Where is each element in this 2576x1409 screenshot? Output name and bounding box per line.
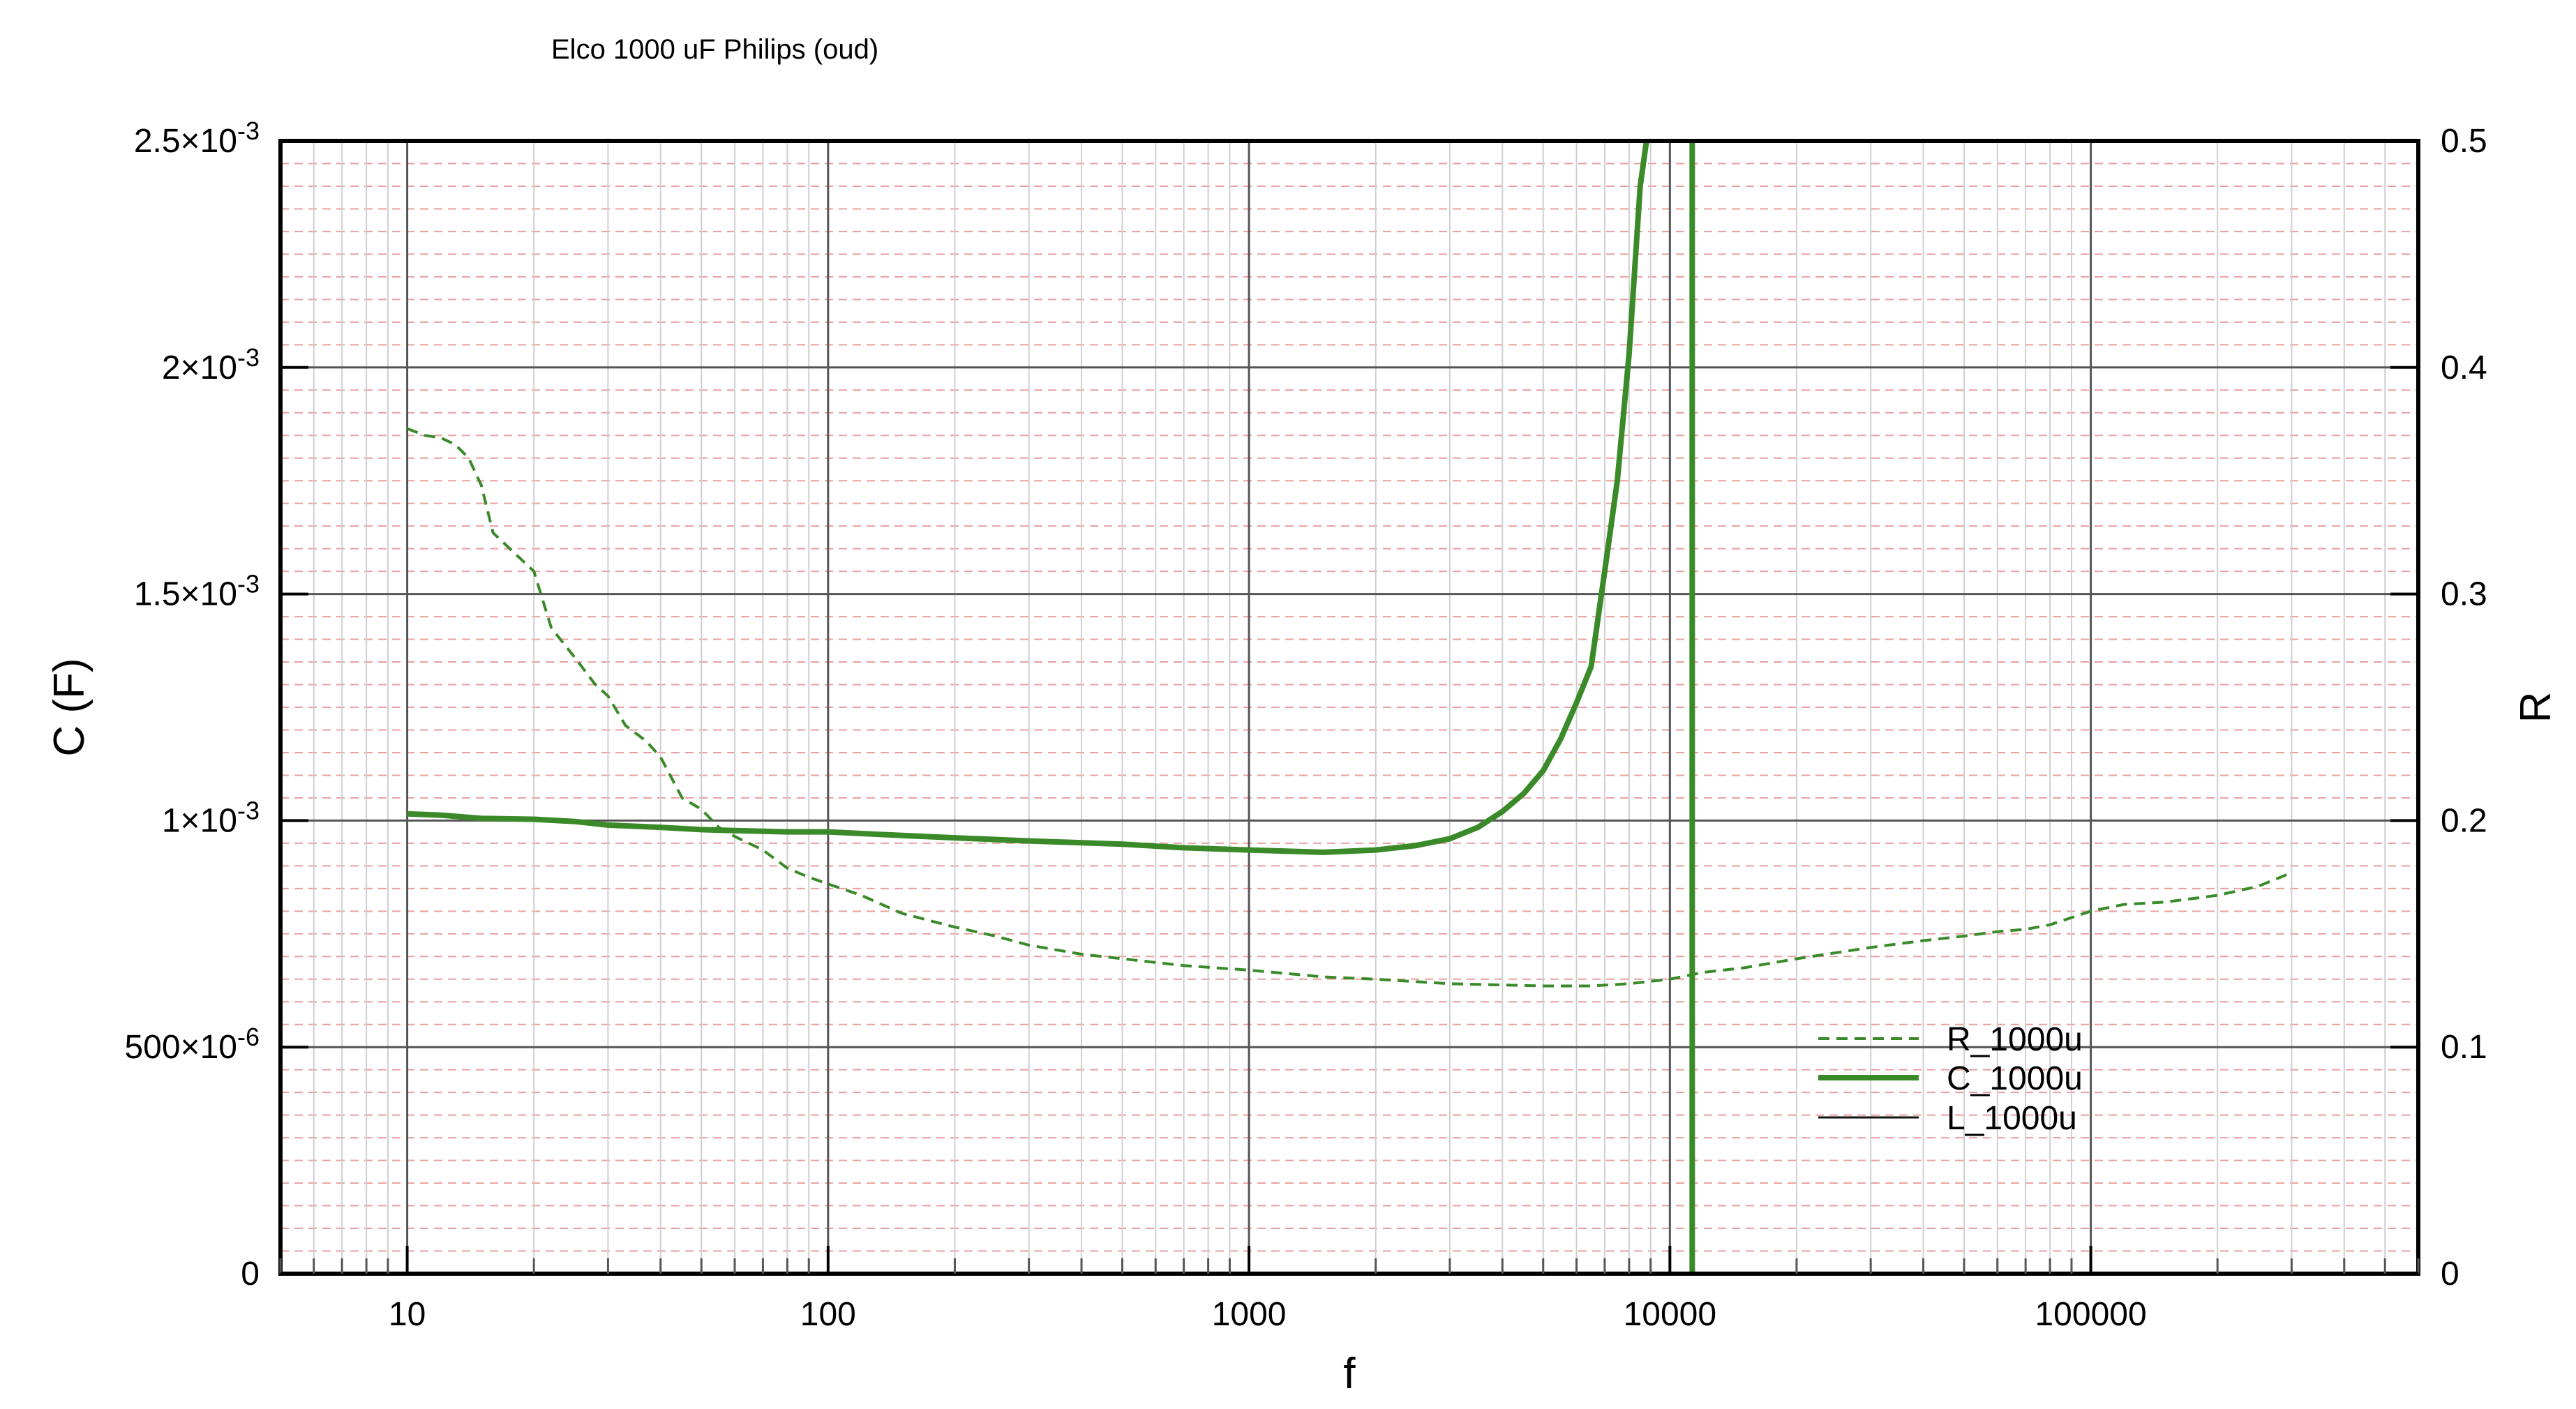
series-line-r-1000u: [406, 427, 2293, 988]
series-layer: [406, 140, 2293, 1274]
legend: R_1000u C_1000u L_1000u: [1818, 1021, 2083, 1137]
y-tick-label: 0: [241, 1256, 260, 1293]
x-axis-label: f: [1343, 1350, 1356, 1398]
legend-label-l: L_1000u: [1947, 1100, 2077, 1137]
x-tick-label: 10: [389, 1296, 426, 1333]
y2-tick-label: 0.5: [2441, 123, 2487, 160]
series-line-c-1000u: [407, 140, 1649, 855]
y-axis-label: C (F): [45, 658, 93, 756]
y-tick-label: 500×10-6: [124, 1023, 260, 1066]
legend-label-r: R_1000u: [1947, 1021, 2083, 1058]
y2-tick-label: 0.1: [2441, 1029, 2487, 1066]
y2-axis-label: R: [2512, 692, 2560, 723]
y2-tick-label: 0: [2441, 1256, 2459, 1293]
y-tick-label: 2.5×10-3: [134, 116, 260, 160]
legend-label-c: C_1000u: [1947, 1060, 2083, 1097]
y2-tick-label: 0.4: [2441, 349, 2487, 386]
x-tick-label: 1000: [1212, 1296, 1287, 1333]
x-tick-label: 100000: [2035, 1296, 2146, 1333]
y-tick-label: 1.5×10-3: [134, 570, 260, 613]
plot-frame: [278, 139, 2420, 1276]
y-tick-label: 2×10-3: [162, 343, 260, 386]
chart-title: Elco 1000 uF Philips (oud): [551, 34, 878, 65]
grid-layer: [280, 141, 2419, 1274]
x-tick-label: 100: [800, 1296, 856, 1333]
y-tick-label: 1×10-3: [162, 796, 260, 839]
ticks-layer: 0 0 500×10-6 0.1 1×10-3 0.2 1.5×10-3 0.3 2×10-3 0…: [124, 116, 2487, 1333]
y2-tick-label: 0.2: [2441, 802, 2487, 839]
y2-tick-label: 0.3: [2441, 576, 2487, 613]
x-tick-label: 10000: [1624, 1296, 1716, 1333]
